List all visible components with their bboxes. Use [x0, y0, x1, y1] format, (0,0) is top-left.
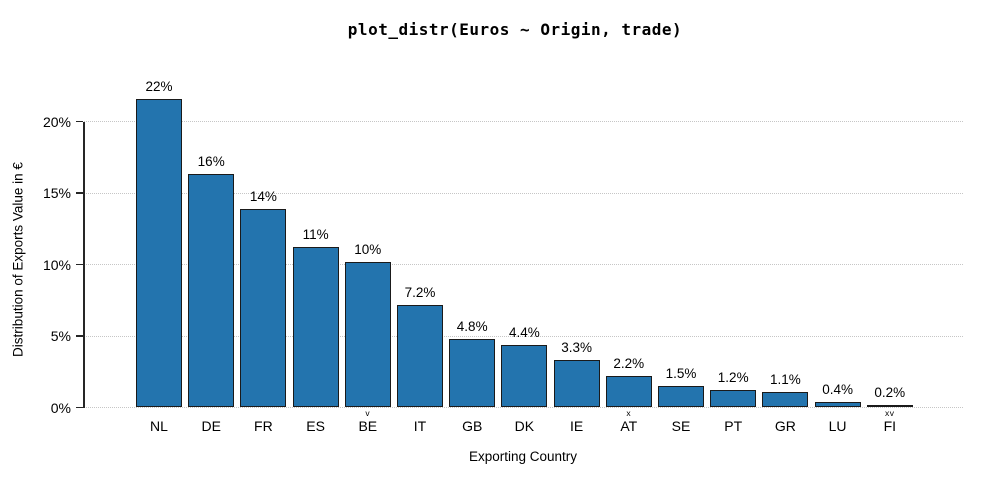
x-tick-label: PT — [724, 418, 743, 434]
grid-line — [84, 264, 963, 265]
x-tick-label: ES — [306, 418, 325, 434]
x-tick-label: GR — [774, 418, 796, 434]
x-tick-label: SE — [671, 418, 691, 434]
x-tick-label: LU — [828, 418, 847, 434]
x-tick-label: IT — [413, 418, 427, 434]
bar-value-label: 4.8% — [456, 318, 488, 334]
y-tick-label: 15% — [42, 185, 71, 201]
y-tick-label: 0% — [50, 399, 71, 416]
x-tick-label: FI — [883, 418, 897, 434]
x-tick-label: FR — [254, 418, 273, 434]
bar-IT — [397, 304, 443, 408]
bar-value-label: 11% — [302, 227, 329, 243]
bar-ES — [292, 247, 339, 408]
bar-value-label: 7.2% — [404, 284, 436, 300]
bar-value-label: 1.2% — [717, 370, 749, 386]
y-tick-mark — [76, 192, 83, 194]
bar-LU — [814, 401, 861, 408]
bar-value-label: 0.4% — [822, 381, 853, 397]
bar-PT — [710, 390, 757, 408]
bar-value-label: 1.1% — [770, 371, 801, 387]
grid-line — [84, 121, 963, 122]
grid-line — [84, 407, 963, 408]
bar-value-label: 22% — [145, 78, 173, 94]
bar-value-label: 14% — [249, 188, 277, 204]
bar-value-label: 16% — [197, 154, 225, 170]
bar-NL — [136, 98, 182, 408]
y-tick-mark — [76, 335, 83, 337]
grid-line — [84, 335, 963, 337]
bar-GB — [449, 338, 496, 408]
x-tick-label: BE — [358, 418, 378, 434]
y-tick-mark — [76, 120, 83, 123]
x-tick-label: AT — [620, 418, 638, 434]
bar-DE — [188, 174, 235, 408]
bar-value-label: 2.2% — [613, 356, 645, 372]
y-tick-label: 5% — [50, 328, 71, 344]
bar-FI — [866, 404, 913, 408]
x-tick-marker: v — [365, 408, 371, 418]
x-tick-label: IE — [569, 418, 584, 434]
y-tick-label: 10% — [42, 256, 71, 273]
y-tick-label: 20% — [42, 113, 71, 130]
y-axis-spine — [83, 121, 85, 408]
x-tick-marker: x — [626, 408, 632, 418]
bar-AT — [605, 376, 652, 408]
x-tick-label: DK — [514, 418, 535, 434]
y-tick-mark — [76, 406, 83, 409]
bar-value-label: 4.4% — [509, 324, 540, 340]
chart-title: plot_distr(Euros ~ Origin, trade) — [347, 20, 683, 39]
bar-IE — [553, 360, 600, 408]
bar-GR — [762, 391, 809, 408]
grid-line — [84, 192, 963, 194]
bar-value-label: 1.5% — [665, 366, 697, 382]
y-tick-mark — [76, 263, 83, 266]
bar-value-label: 3.3% — [561, 340, 592, 356]
bar-SE — [658, 386, 704, 408]
x-tick-label: DE — [201, 418, 221, 434]
bar-DK — [501, 344, 548, 408]
x-tick-label: GB — [462, 418, 483, 434]
bar-value-label: 0.2% — [874, 384, 906, 400]
x-tick-marker: xv — [885, 408, 895, 418]
bar-BE — [344, 261, 391, 408]
x-tick-label: NL — [150, 418, 168, 434]
bar-value-label: 10% — [354, 241, 382, 257]
x-axis-label: Exporting Country — [468, 449, 578, 464]
bar-FR — [240, 208, 287, 408]
